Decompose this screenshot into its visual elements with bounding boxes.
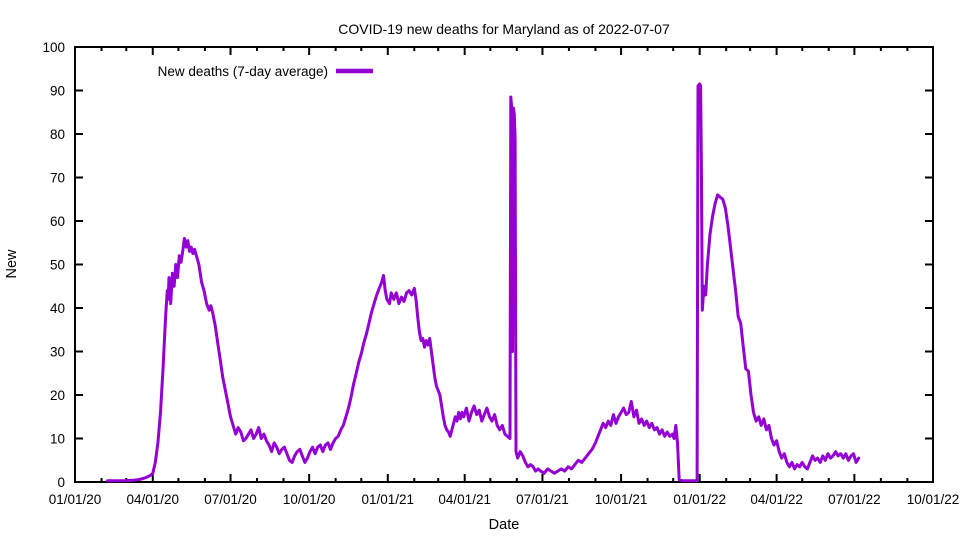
- legend-label: New deaths (7-day average): [158, 64, 328, 79]
- deaths-line-series: [106, 82, 861, 483]
- x-axis-label: Date: [489, 517, 520, 533]
- y-axis-label: New: [4, 249, 20, 279]
- x-tick-label: 07/01/21: [516, 492, 569, 507]
- y-tick-label: 70: [50, 171, 65, 186]
- y-tick-label: 80: [50, 127, 65, 142]
- x-tick-label: 10/01/21: [595, 492, 648, 507]
- x-tick-label: 10/01/20: [283, 492, 336, 507]
- x-tick-label: 01/01/21: [361, 492, 414, 507]
- y-tick-label: 10: [50, 432, 65, 447]
- y-tick-label: 100: [42, 40, 65, 55]
- y-tick-label: 0: [57, 475, 65, 490]
- x-tick-label: 04/01/21: [438, 492, 491, 507]
- x-tick-label: 10/01/22: [907, 492, 960, 507]
- x-tick-label: 07/01/22: [828, 492, 881, 507]
- y-tick-label: 90: [50, 84, 65, 99]
- x-tick-label: 01/01/22: [673, 492, 726, 507]
- chart-title: COVID-19 new deaths for Maryland as of 2…: [338, 21, 670, 37]
- y-tick-label: 50: [50, 258, 65, 273]
- plot-border: [74, 46, 934, 483]
- y-tick-label: 30: [50, 345, 65, 360]
- x-tick-label: 01/01/20: [49, 492, 102, 507]
- x-tick-label: 04/01/22: [750, 492, 803, 507]
- y-tick-label: 40: [50, 301, 65, 316]
- x-tick-label: 07/01/20: [204, 492, 257, 507]
- x-tick-label: 04/01/20: [126, 492, 179, 507]
- y-tick-label: 20: [50, 388, 65, 403]
- y-tick-label: 60: [50, 214, 65, 229]
- plot-generated: 0 10 20 30 40 50 60 70 80 90 100 01/01/20 04/01/20 07…: [42, 40, 959, 507]
